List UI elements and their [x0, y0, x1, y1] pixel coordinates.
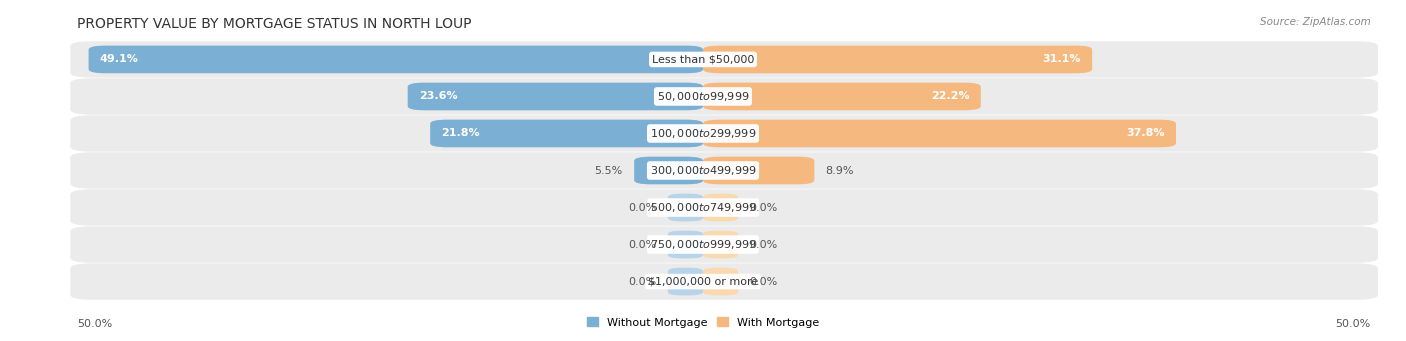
Text: Less than $50,000: Less than $50,000	[652, 55, 754, 64]
FancyBboxPatch shape	[70, 115, 1378, 152]
Text: 0.0%: 0.0%	[628, 239, 657, 250]
FancyBboxPatch shape	[430, 120, 703, 147]
FancyBboxPatch shape	[703, 231, 738, 258]
Text: 0.0%: 0.0%	[749, 203, 778, 212]
FancyBboxPatch shape	[703, 268, 738, 295]
Text: 0.0%: 0.0%	[628, 203, 657, 212]
Text: 23.6%: 23.6%	[419, 91, 457, 102]
Text: $300,000 to $499,999: $300,000 to $499,999	[650, 164, 756, 177]
Text: 50.0%: 50.0%	[77, 319, 112, 329]
Text: 31.1%: 31.1%	[1042, 55, 1081, 64]
FancyBboxPatch shape	[70, 263, 1378, 300]
Text: 37.8%: 37.8%	[1126, 129, 1164, 138]
FancyBboxPatch shape	[668, 268, 703, 295]
Text: 0.0%: 0.0%	[749, 277, 778, 286]
Legend: Without Mortgage, With Mortgage: Without Mortgage, With Mortgage	[582, 313, 824, 332]
FancyBboxPatch shape	[703, 46, 1092, 73]
FancyBboxPatch shape	[703, 157, 814, 184]
Text: 50.0%: 50.0%	[1336, 319, 1371, 329]
FancyBboxPatch shape	[668, 194, 703, 221]
Text: Source: ZipAtlas.com: Source: ZipAtlas.com	[1260, 17, 1371, 27]
FancyBboxPatch shape	[703, 83, 981, 110]
Text: $500,000 to $749,999: $500,000 to $749,999	[650, 201, 756, 214]
FancyBboxPatch shape	[70, 41, 1378, 78]
FancyBboxPatch shape	[703, 194, 738, 221]
FancyBboxPatch shape	[70, 189, 1378, 226]
Text: 0.0%: 0.0%	[628, 277, 657, 286]
Text: $100,000 to $299,999: $100,000 to $299,999	[650, 127, 756, 140]
FancyBboxPatch shape	[70, 226, 1378, 263]
Text: $50,000 to $99,999: $50,000 to $99,999	[657, 90, 749, 103]
Text: 8.9%: 8.9%	[825, 165, 853, 176]
Text: $1,000,000 or more: $1,000,000 or more	[648, 277, 758, 286]
FancyBboxPatch shape	[703, 120, 1175, 147]
FancyBboxPatch shape	[70, 152, 1378, 189]
FancyBboxPatch shape	[89, 46, 703, 73]
Text: 22.2%: 22.2%	[931, 91, 970, 102]
Text: 5.5%: 5.5%	[595, 165, 623, 176]
FancyBboxPatch shape	[668, 231, 703, 258]
Text: 21.8%: 21.8%	[441, 129, 479, 138]
Text: 49.1%: 49.1%	[100, 55, 139, 64]
FancyBboxPatch shape	[634, 157, 703, 184]
FancyBboxPatch shape	[408, 83, 703, 110]
Text: $750,000 to $999,999: $750,000 to $999,999	[650, 238, 756, 251]
Text: 0.0%: 0.0%	[749, 239, 778, 250]
Text: PROPERTY VALUE BY MORTGAGE STATUS IN NORTH LOUP: PROPERTY VALUE BY MORTGAGE STATUS IN NOR…	[77, 17, 472, 31]
FancyBboxPatch shape	[70, 78, 1378, 115]
